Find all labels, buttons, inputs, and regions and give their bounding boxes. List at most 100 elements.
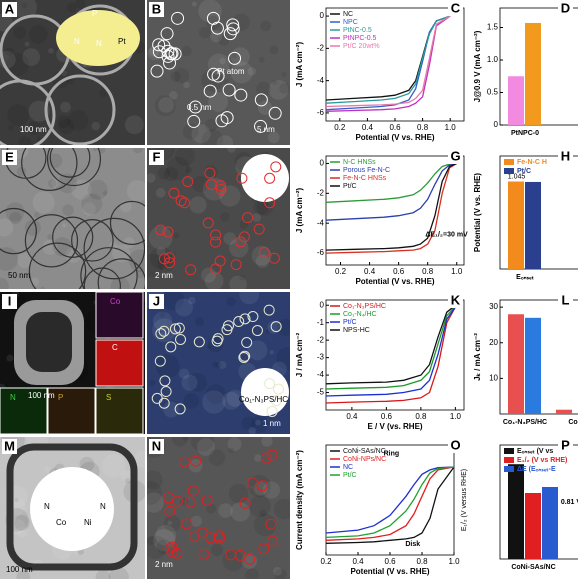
y-tick-label: 30	[489, 302, 498, 311]
series-line	[325, 466, 455, 544]
atom-marker	[265, 518, 277, 530]
atom-marker	[236, 172, 248, 184]
micrograph-text: 50 nm	[8, 271, 31, 280]
y2-axis-label: E₁/₂ (V versus RHE)	[461, 469, 468, 531]
atom-marker	[222, 83, 236, 97]
value-label: 1.045	[508, 173, 526, 180]
y-axis-label: Current density (mA cm⁻²)	[295, 450, 304, 550]
texture	[61, 70, 68, 77]
texture	[190, 437, 215, 452]
texture	[267, 131, 280, 144]
atom-marker	[254, 93, 268, 107]
texture	[158, 97, 175, 113]
texture	[229, 238, 249, 258]
atom-marker	[190, 455, 202, 467]
atom-marker	[230, 259, 242, 271]
inset-model	[56, 10, 140, 66]
texture	[22, 48, 41, 66]
texture	[268, 79, 289, 100]
texture	[36, 136, 41, 141]
atom-marker	[215, 114, 229, 128]
shell	[28, 242, 87, 289]
texture	[28, 24, 48, 44]
texture	[190, 515, 202, 527]
texture	[98, 148, 106, 154]
y-tick-label: 0	[320, 11, 325, 20]
atom-marker	[206, 11, 220, 25]
x-tick-label: 0.8	[417, 123, 429, 132]
texture	[16, 570, 31, 579]
panel-label: K	[451, 292, 461, 307]
texture	[14, 497, 19, 502]
texture	[147, 173, 156, 183]
texture	[62, 223, 67, 228]
series-line	[325, 304, 456, 385]
texture	[155, 524, 177, 546]
micrograph-text: P	[92, 9, 97, 18]
texture	[261, 437, 273, 447]
texture	[178, 368, 190, 379]
atom-marker	[201, 494, 213, 506]
atom-marker	[256, 480, 268, 492]
x-axis-label: Potential (V vs. RHE)	[355, 277, 434, 286]
texture	[218, 503, 233, 518]
atom-marker	[158, 325, 170, 337]
texture	[32, 191, 55, 214]
texture	[14, 515, 30, 531]
atom-marker	[203, 84, 217, 98]
micrograph	[147, 437, 290, 579]
panel-label-box	[149, 439, 164, 454]
panel-label: D	[561, 0, 570, 15]
legend-label: N-C HNSs	[343, 159, 376, 166]
legend-label: NC	[343, 11, 353, 18]
chart-panel: 0 0.5 1.0 1.5 J@0.9 V (mA cm⁻²) PtNPC-0 D	[470, 0, 578, 145]
texture	[267, 320, 281, 334]
texture	[71, 179, 92, 200]
atom-marker	[178, 456, 190, 468]
texture	[174, 148, 195, 167]
legend-swatch	[504, 457, 514, 463]
texture	[210, 543, 224, 557]
series-line	[325, 162, 458, 254]
y-tick-label: -4	[317, 76, 325, 85]
atom-marker	[166, 546, 178, 558]
atom-marker	[267, 535, 279, 547]
micrograph-panel: F 2 nm	[147, 148, 290, 289]
atom-marker	[241, 337, 253, 349]
panel-label-box	[558, 438, 573, 453]
texture	[260, 20, 272, 32]
texture	[188, 458, 203, 473]
atom-marker	[254, 119, 268, 133]
legend-label: ΔE (Eₒₙₛₑₜ-E	[517, 466, 556, 473]
sphere	[0, 79, 56, 145]
texture	[58, 118, 75, 135]
micrograph-panel: E 50 nm	[0, 148, 145, 289]
legend-label: Pt/C 20wt%	[343, 43, 380, 50]
texture	[255, 419, 261, 426]
atom-marker	[187, 485, 199, 497]
shell	[71, 219, 114, 262]
texture	[181, 437, 190, 441]
micrograph-text: N	[10, 393, 16, 402]
atom-marker	[213, 530, 225, 542]
atom-marker	[152, 38, 166, 52]
texture	[81, 193, 103, 215]
bar	[542, 487, 558, 559]
atom-marker	[251, 325, 263, 337]
micrograph-panel: B Pt atom 0.5 nm 5 nm	[147, 0, 290, 145]
particle-core	[26, 312, 72, 372]
atom-marker	[198, 548, 210, 560]
micrograph-text: N	[74, 37, 80, 46]
panel-label: H	[561, 148, 570, 163]
shell	[0, 207, 37, 255]
texture	[223, 232, 237, 245]
texture	[155, 187, 166, 198]
texture	[188, 372, 207, 392]
map	[95, 387, 144, 434]
legend-label: NPC	[343, 19, 358, 26]
atom-marker	[247, 477, 259, 489]
micrograph-text: 5 nm	[257, 125, 275, 134]
atom-marker	[160, 386, 172, 398]
texture	[222, 391, 241, 410]
x-tick-label: 0.2	[335, 267, 347, 276]
